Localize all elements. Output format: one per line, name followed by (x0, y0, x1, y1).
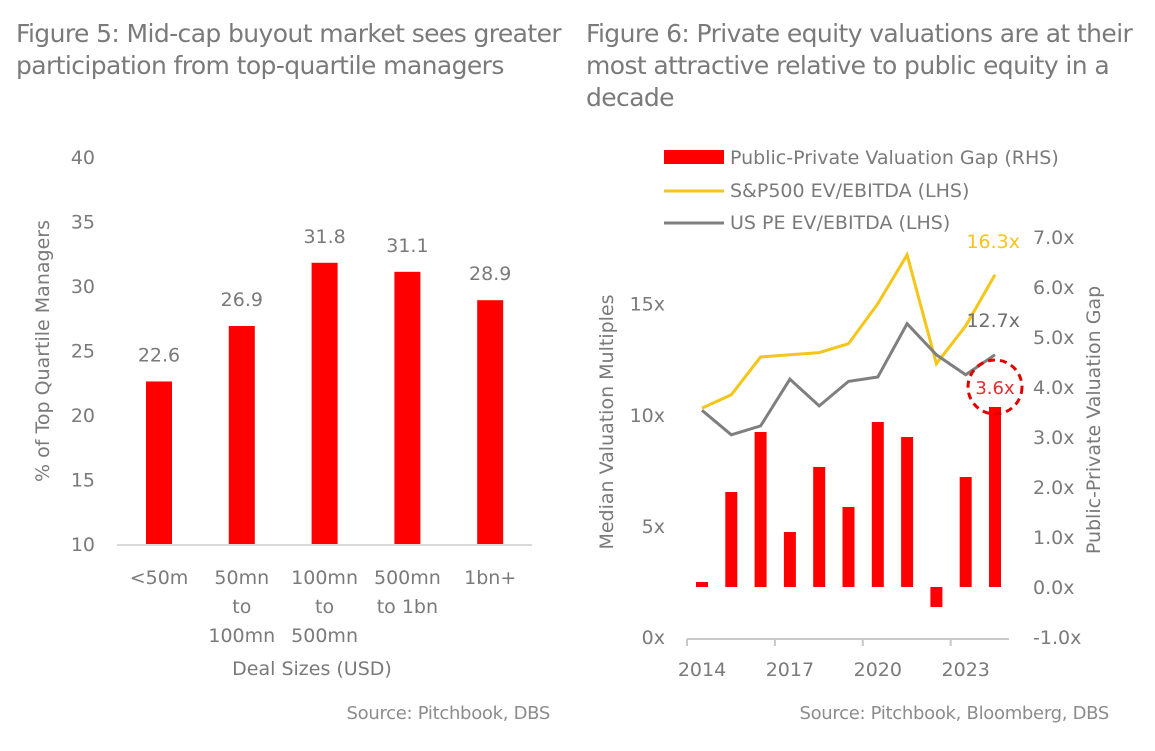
bar (311, 262, 338, 544)
left-y-tick-label: 15x (630, 294, 665, 316)
sp500-line (701, 250, 997, 410)
valuation-gap-bar (696, 582, 708, 587)
data-labels: 22.6 26.9 31.8 31.1 28.9 (138, 226, 512, 367)
left-y-tick-label: 5x (642, 516, 665, 538)
y-tick-label: 40 (71, 147, 95, 169)
figure6-source: Source: Pitchbook, Bloomberg, DBS (799, 703, 1109, 724)
x-axis-label: Deal Sizes (USD) (232, 658, 392, 680)
x-tick-label: 1bn+ (464, 567, 516, 589)
data-label: 31.1 (386, 235, 428, 257)
right-y-axis-ticks: -1.0x 0.0x 1.0x 2.0x 3.0x 4.0x 5.0x 6.0x 7.0x (1033, 227, 1081, 649)
figure5-title: Figure 5: Mid-cap buyout market sees gre… (16, 19, 562, 80)
y-tick-label: 15 (71, 470, 95, 492)
y-axis-label: % of Top Quartile Managers (32, 220, 54, 482)
y-tick-label: 20 (71, 405, 95, 427)
valuation-gap-end-label: 3.6x (975, 378, 1015, 399)
valuation-gap-bars (696, 407, 1001, 607)
legend-label-valuation-gap: Public-Private Valuation Gap (RHS) (730, 147, 1059, 169)
y-tick-label: 10 (71, 534, 95, 556)
right-y-tick-label: 4.0x (1033, 377, 1074, 399)
x-tick-label: 2017 (766, 659, 814, 681)
right-y-axis-label: Public-Private Valuation Gap (1083, 286, 1105, 554)
right-y-tick-label: 0.0x (1033, 577, 1074, 599)
legend-label-sp500: S&P500 EV/EBITDA (LHS) (730, 180, 969, 202)
valuation-gap-bar (725, 492, 738, 587)
highlight-dashed-circle (966, 358, 1024, 416)
valuation-gap-bar (930, 587, 943, 607)
data-label: 26.9 (221, 289, 263, 311)
annotations: 16.3x 12.7x 3.6x (966, 231, 1024, 416)
figure5-source: Source: Pitchbook, DBS (346, 703, 551, 724)
data-label: 28.9 (469, 263, 511, 285)
data-label: 22.6 (138, 344, 180, 366)
right-y-tick-label: 5.0x (1033, 327, 1074, 349)
bar (394, 271, 421, 544)
x-tick-label: 2020 (854, 659, 902, 681)
y-axis-ticks: 10 15 20 25 30 35 40 (71, 147, 95, 556)
right-y-tick-label: 3.0x (1033, 427, 1074, 449)
x-tick-label: <50m (130, 567, 189, 589)
figure5-bar-chart: 10 15 20 25 30 35 40 % of Top Quartile Manager… (32, 147, 532, 680)
valuation-gap-bar (813, 467, 826, 587)
figure6-title: Figure 6: Private equity valuations are … (586, 19, 1133, 112)
right-y-tick-label: 2.0x (1033, 477, 1074, 499)
valuation-gap-bar (871, 422, 884, 587)
legend-label-uspe: US PE EV/EBITDA (LHS) (730, 212, 950, 234)
data-label: 31.8 (303, 226, 345, 248)
x-tick-label: 500mn to 1bn (374, 567, 441, 618)
right-y-tick-label: -1.0x (1033, 627, 1081, 649)
sp500-end-label: 16.3x (966, 231, 1020, 253)
x-tick-label: 100mn to 500mn (291, 567, 358, 647)
right-y-tick-label: 6.0x (1033, 277, 1074, 299)
valuation-gap-bar (783, 532, 796, 587)
right-y-tick-label: 7.0x (1033, 227, 1074, 249)
valuation-gap-bar (959, 477, 972, 587)
bars (146, 262, 504, 544)
bar (146, 381, 172, 544)
valuation-gap-bar (901, 437, 914, 587)
right-y-tick-label: 1.0x (1033, 527, 1074, 549)
legend: Public-Private Valuation Gap (RHS) S&P50… (664, 147, 1059, 234)
left-y-tick-label: 0x (642, 627, 665, 649)
uspe-end-label: 12.7x (966, 310, 1020, 332)
uspe-line (701, 321, 996, 437)
left-y-tick-label: 10x (630, 405, 665, 427)
left-y-axis-ticks: 0x 5x 10x 15x (630, 294, 665, 649)
valuation-gap-bar (842, 507, 855, 587)
legend-swatch-valuation-gap (664, 150, 724, 164)
x-axis: 2014 2017 2020 2023 (678, 638, 1009, 681)
y-tick-label: 25 (71, 341, 95, 363)
y-tick-label: 35 (71, 212, 95, 234)
x-tick-label: 2014 (678, 659, 726, 681)
valuation-gap-bar (989, 407, 1001, 587)
y-tick-label: 30 (71, 276, 95, 298)
bar (477, 300, 504, 544)
valuation-gap-bar (754, 432, 767, 587)
left-y-axis-label: Median Valuation Multiples (596, 294, 618, 549)
x-tick-label: 2023 (942, 659, 990, 681)
bar (228, 325, 255, 544)
x-tick-label: 50mn to 100mn (208, 567, 275, 647)
